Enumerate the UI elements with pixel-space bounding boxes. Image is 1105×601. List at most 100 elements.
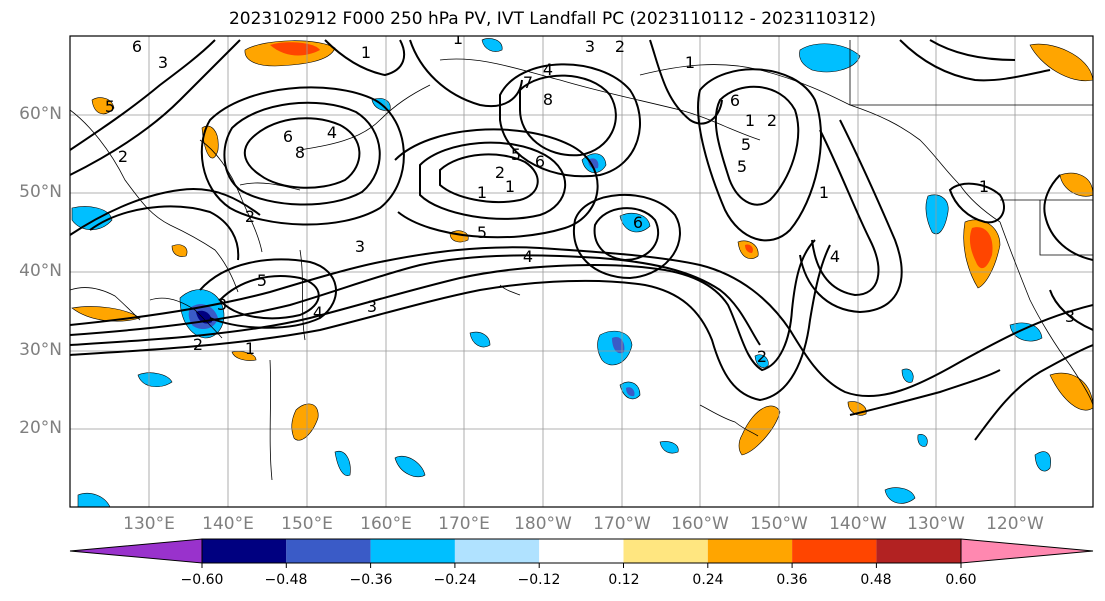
colorbar-tick-label: 0.36 [776,572,808,588]
colorbar [69,538,1094,568]
contour-label: 2 [615,37,625,56]
lon-label: 150°W [750,514,808,534]
lon-label: 170°W [593,514,651,534]
colorbar-tick-label: −0.36 [349,572,393,588]
negative-anomaly [884,487,916,504]
negative-anomaly [901,368,914,383]
colorbar-tick-label: 0.24 [692,572,724,588]
positive-anomaly [1029,43,1093,82]
lon-label: 180°W [514,514,572,534]
positive-anomaly [231,351,257,361]
map-frame [69,35,1094,508]
contour-label: 2 [118,147,128,166]
negative-anomaly [71,206,113,231]
contour-label: 1 [819,183,829,202]
contour-label: 3 [367,297,377,316]
colorbar-tick-label: −0.48 [264,572,308,588]
contour-labels: 6 3 1 5 2 8 4 6 1 3 2 4 7 8 6 1 5 2 1 1 … [105,36,1075,366]
negative-anomaly [917,434,928,447]
colorbar-swatch [623,539,708,563]
colorbar-tick-label: 0.12 [608,572,640,588]
positive-anomaly [91,97,115,115]
lon-label: 120°W [986,514,1044,534]
colorbar-swatch [792,539,877,563]
contour-label: 4 [523,247,533,266]
negative-anomaly [626,387,635,397]
colorbar-extend-low [69,538,203,564]
negative-anomaly [1034,451,1051,472]
negative-anomaly [754,354,769,368]
contour-label: 6 [283,127,293,146]
contour-label: 3 [355,237,365,256]
contour-label: 4 [313,303,323,322]
colorbar-frame [201,538,962,564]
positive-anomaly [171,244,188,257]
lon-label: 160°E [360,514,412,534]
contour-label: 1 [685,53,695,72]
lon-label: 150°E [281,514,333,534]
contour-label: 5 [477,223,487,242]
contour-label: 8 [295,143,305,162]
contour-label: 1 [361,43,371,62]
positive-anomaly [969,227,993,269]
negative-anomaly [619,213,651,233]
colorbar-extend-high [960,538,1094,564]
colorbar-swatch [286,539,371,563]
contour-label: 3 [158,53,168,72]
lat-label: 40°N [19,261,62,281]
contour-label: 4 [327,123,337,142]
contour-label: 4 [543,60,553,79]
contour-label: 5 [737,157,747,176]
lat-label: 60°N [19,104,62,124]
contour-label: 1 [477,183,487,202]
contour-label: 5 [741,135,751,154]
map-background [70,36,1093,507]
positive-anomaly [745,244,753,253]
negative-anomaly [469,331,491,348]
contour-label: 6 [535,152,545,171]
colorbar-tick-label: 0.48 [860,572,892,588]
lat-label: 50°N [19,182,62,202]
contour-label: 2 [757,347,767,366]
positive-anomaly [1059,172,1093,197]
lon-label: 140°E [202,514,254,534]
colorbar-swatch [539,539,624,563]
positive-anomaly [270,42,320,56]
positive-anomaly [738,405,781,456]
negative-anomaly [394,455,426,478]
positive-anomaly [201,125,219,159]
contour-label: 6 [633,213,643,232]
colorbar-tick-label: 0.60 [945,572,977,588]
negative-anomaly [481,38,503,52]
contour-label: 4 [830,247,840,266]
colorbar-swatch [370,539,455,563]
negative-anomaly [799,43,861,73]
contour-label: 2 [767,111,777,130]
negative-anomaly [925,194,949,235]
negative-anomaly [588,158,599,169]
negative-anomaly [334,450,351,476]
negative-anomaly [659,441,679,454]
contour-label: 8 [543,90,553,109]
contour-label: 6 [730,91,740,110]
contour-label: 3 [585,37,595,56]
contour-label: 5 [105,97,115,116]
negative-anomaly [612,336,625,354]
lon-label: 130°W [907,514,965,534]
positive-anomaly [291,403,319,441]
lon-label: 140°W [829,514,887,534]
contour-label: 1 [505,177,515,196]
lon-label: 130°E [123,514,175,534]
contour-label: 5 [257,271,267,290]
negative-anomaly [77,492,111,507]
positive-anomaly [71,306,141,322]
colorbar-tick-label: −0.60 [180,572,224,588]
contour-label: 2 [495,163,505,182]
contour-label: 3 [1065,307,1075,326]
colorbar-tick-label: −0.12 [517,572,561,588]
negative-anomaly [137,372,173,388]
contour-label: 1 [979,177,989,196]
colorbar-swatch [202,539,287,563]
contour-label: 6 [132,37,142,56]
